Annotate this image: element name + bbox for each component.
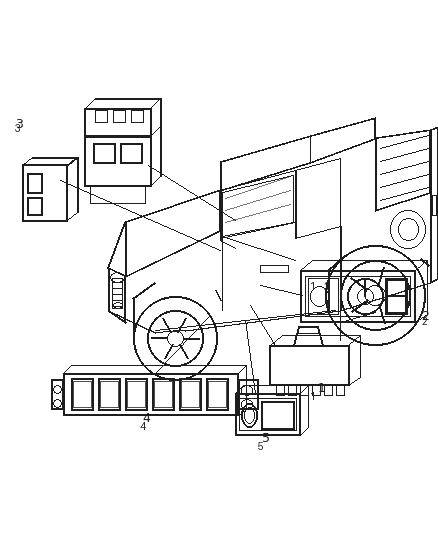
Text: 3: 3 <box>15 118 23 131</box>
Text: 2: 2 <box>421 310 429 323</box>
Text: 1: 1 <box>318 382 326 395</box>
Text: 5: 5 <box>262 432 270 445</box>
Text: 4: 4 <box>142 412 150 425</box>
